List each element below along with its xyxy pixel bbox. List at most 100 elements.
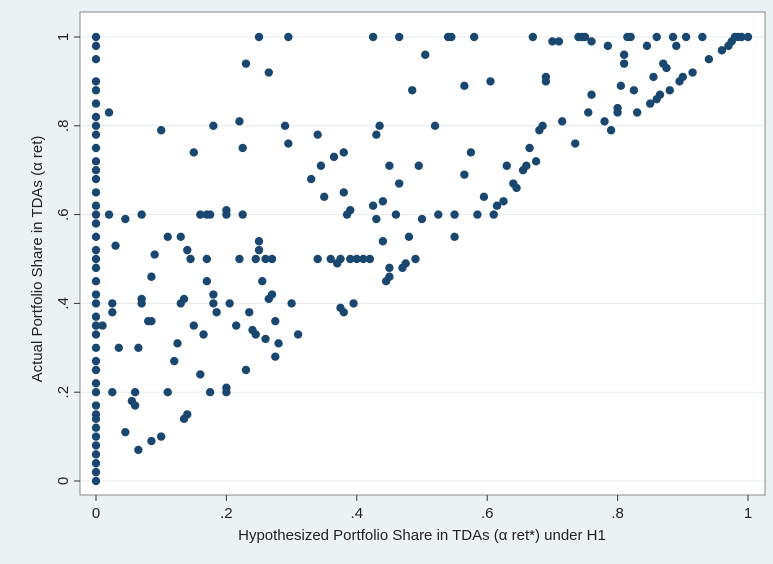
point xyxy=(580,32,590,42)
point xyxy=(306,174,316,184)
point xyxy=(235,117,244,126)
point xyxy=(91,432,101,441)
point xyxy=(626,32,635,42)
point xyxy=(137,210,146,219)
point xyxy=(251,330,260,339)
point xyxy=(502,161,511,170)
point xyxy=(349,299,358,308)
point xyxy=(655,90,665,99)
point xyxy=(326,254,335,264)
point xyxy=(447,32,456,42)
point xyxy=(245,308,254,317)
point xyxy=(173,339,182,348)
point xyxy=(365,254,375,264)
point xyxy=(284,139,293,148)
point xyxy=(209,121,218,130)
point xyxy=(108,308,117,317)
plot-area xyxy=(79,11,766,496)
point xyxy=(183,410,192,419)
point xyxy=(121,427,130,437)
point xyxy=(91,143,101,153)
point xyxy=(121,214,130,224)
point xyxy=(91,299,101,308)
point xyxy=(320,192,329,202)
point xyxy=(91,356,101,366)
point xyxy=(698,32,707,42)
point xyxy=(189,321,198,330)
point xyxy=(584,108,593,117)
point xyxy=(606,126,616,135)
point xyxy=(346,254,355,264)
point xyxy=(571,139,580,148)
point xyxy=(372,214,381,224)
point xyxy=(368,201,378,210)
point xyxy=(359,254,368,264)
point xyxy=(258,277,267,286)
point xyxy=(417,214,427,224)
x-tick-label: .8 xyxy=(611,505,624,522)
y-tick-label: 0 xyxy=(55,477,72,485)
point xyxy=(385,161,394,170)
point xyxy=(91,232,101,241)
point xyxy=(91,263,101,273)
point xyxy=(91,312,101,321)
y-tick-label: .6 xyxy=(55,208,72,221)
point xyxy=(254,245,264,255)
point xyxy=(130,401,140,410)
point xyxy=(512,183,521,193)
point xyxy=(91,254,101,264)
point xyxy=(163,232,172,241)
point xyxy=(408,86,417,95)
point xyxy=(91,379,101,388)
point xyxy=(134,343,143,352)
point xyxy=(613,103,622,113)
point xyxy=(183,245,192,255)
point xyxy=(629,86,639,95)
point xyxy=(466,148,476,157)
point xyxy=(196,370,205,379)
point xyxy=(254,32,264,42)
point xyxy=(469,32,479,42)
point xyxy=(649,72,658,82)
point xyxy=(672,41,681,51)
point xyxy=(352,254,361,264)
point xyxy=(473,210,482,219)
point xyxy=(336,254,345,264)
point xyxy=(209,290,218,299)
x-tick-label: .2 xyxy=(220,505,233,522)
point xyxy=(261,334,270,344)
point xyxy=(209,299,218,308)
point xyxy=(231,321,241,330)
point xyxy=(251,254,260,264)
point xyxy=(91,343,101,352)
point xyxy=(587,37,596,46)
point xyxy=(394,32,404,42)
point xyxy=(554,37,564,46)
point xyxy=(486,77,495,86)
point xyxy=(202,254,212,264)
x-axis-title: Hypothesized Portfolio Share in TDAs (α … xyxy=(238,527,606,544)
point xyxy=(375,121,384,130)
point xyxy=(541,77,551,86)
point xyxy=(632,108,642,117)
point xyxy=(522,161,531,170)
point xyxy=(91,459,101,468)
point xyxy=(254,237,264,246)
point xyxy=(479,192,489,202)
point xyxy=(91,277,101,286)
point xyxy=(430,121,440,130)
point xyxy=(111,241,120,250)
point xyxy=(238,143,247,153)
point xyxy=(186,254,195,264)
point xyxy=(241,59,251,68)
point xyxy=(284,32,293,42)
point xyxy=(147,436,156,446)
point xyxy=(91,188,101,197)
point xyxy=(222,205,231,215)
point xyxy=(222,383,231,392)
point xyxy=(688,68,697,77)
point xyxy=(91,410,101,419)
point xyxy=(678,72,687,82)
point xyxy=(150,250,159,259)
point xyxy=(267,254,277,264)
